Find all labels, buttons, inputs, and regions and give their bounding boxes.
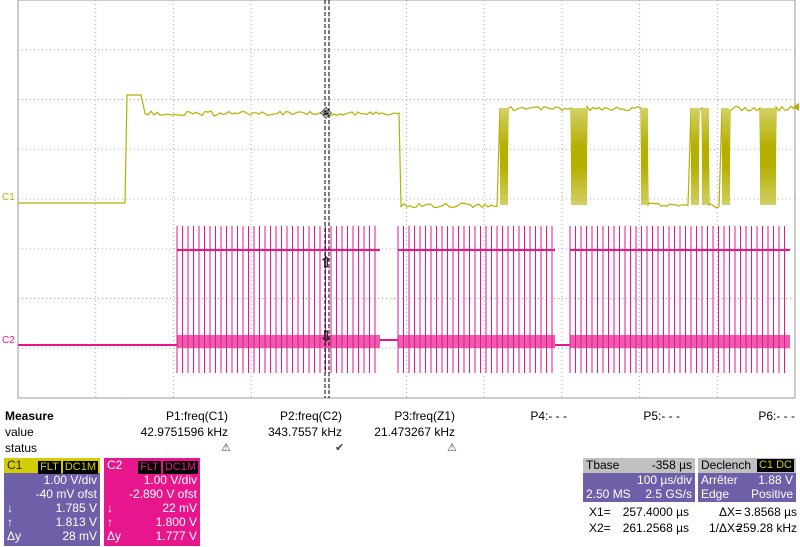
cursor-symbol: ↑: [7, 515, 13, 529]
channel-marker: C1: [2, 192, 15, 203]
cursor-value: 22 mV: [162, 501, 197, 515]
status-icon: ✔: [335, 441, 344, 454]
trigger-value: Positive: [751, 487, 793, 501]
measure-param: P3:freq(Z1): [394, 409, 455, 423]
timebase-offset: -358 µs: [652, 458, 692, 472]
cursor-text: 261.2568 µs: [623, 521, 689, 535]
level-marker: [793, 103, 799, 111]
measure-param: P5:- - -: [643, 409, 680, 423]
trigger-header: Declench C1 DC: [698, 458, 796, 473]
cursor-value: 28 mV: [62, 529, 97, 543]
measure-value: 42.9751596 kHz: [141, 425, 228, 439]
cursor-symbol: ↑: [107, 515, 113, 529]
c2-panel: C2 FLT DC1M 1.00 V/div -2.890 V ofst ↓ 22 mV ↑…: [104, 458, 200, 546]
timebase-header: Tbase -358 µs: [583, 458, 695, 473]
c1-panel: C1 FLT DC1M 1.00 V/div -40 mV ofst ↓ 1.785 V ↑…: [4, 458, 100, 546]
measure-param: P6:- - -: [758, 409, 795, 423]
status-icon: ⚠: [221, 441, 231, 454]
ch-setting: 1.00 V/div: [44, 473, 97, 487]
cursor-value: 1.813 V: [56, 515, 97, 529]
cursor-symbol: Δy: [107, 529, 121, 543]
measure-param: P4:- - -: [530, 409, 567, 423]
timebase-panel: Tbase -358 µs 100 µs/div 2.50 MS 2.5 GS/s: [583, 458, 695, 502]
channel-marker: C2: [2, 335, 15, 346]
trigger-title: Declench: [698, 458, 751, 472]
cursor-value: 1.777 V: [156, 529, 197, 543]
c2-band: [177, 335, 380, 348]
measure-param: P2:freq(C2): [280, 409, 342, 423]
ch-setting: -40 mV ofst: [36, 487, 97, 501]
cursor-text: ΔX=: [719, 505, 742, 519]
ch-label: C1: [4, 458, 22, 472]
c2-header: C2 FLT DC1M: [104, 458, 200, 473]
cursor-marker: ✥: [320, 105, 332, 121]
timebase-value: 100 µs/div: [637, 473, 692, 487]
cursor-symbol: ↓: [7, 501, 13, 515]
trigger-panel: Declench C1 DC Arrêter 1.88 V Edge Positi…: [698, 458, 796, 502]
cursor-text: 257.4000 µs: [623, 505, 689, 519]
timebase-value: 2.50 MS: [586, 487, 631, 501]
row-label: value: [5, 425, 34, 439]
measure-value: 21.473267 kHz: [374, 425, 455, 439]
ch-setting: -2.890 V ofst: [129, 487, 197, 501]
trigger-marker: [122, 399, 130, 400]
measure-value: 343.7557 kHz: [268, 425, 342, 439]
waveform-display: C1 C2 ✥ ⇧ ⇩: [0, 0, 800, 400]
cursor-symbol: Δy: [7, 529, 21, 543]
cursor-symbol: ↓: [107, 501, 113, 515]
tag: C1 DC: [757, 459, 794, 472]
cursor-text: 3.8568 µs: [744, 505, 797, 519]
cursor-value: 1.785 V: [56, 501, 97, 515]
c2-band: [398, 335, 555, 348]
cursor-text: 259.28 kHz: [736, 521, 797, 535]
trigger-value: 1.88 V: [758, 473, 793, 487]
measure-title: Measure: [5, 409, 54, 423]
trigger-label: Edge: [701, 487, 729, 501]
cursor-text: X2=: [589, 521, 611, 535]
trigger-label: Arrêter: [701, 473, 738, 487]
c1-trace: [18, 95, 794, 208]
cursor-marker: ⇧: [320, 254, 332, 270]
cursor-marker: ⇩: [320, 328, 332, 344]
status-icon: ⚠: [447, 441, 457, 454]
c1-header: C1 FLT DC1M: [4, 458, 100, 473]
ch-setting: 1.00 V/div: [144, 473, 197, 487]
cursor-value: 1.800 V: [156, 515, 197, 529]
cursor-text: X1=: [589, 505, 611, 519]
timebase-title: Tbase: [583, 458, 619, 472]
measure-param: P1:freq(C1): [166, 409, 228, 423]
row-label: status: [5, 441, 37, 455]
timebase-value: 2.5 GS/s: [645, 487, 692, 501]
ch-label: C2: [104, 458, 122, 472]
